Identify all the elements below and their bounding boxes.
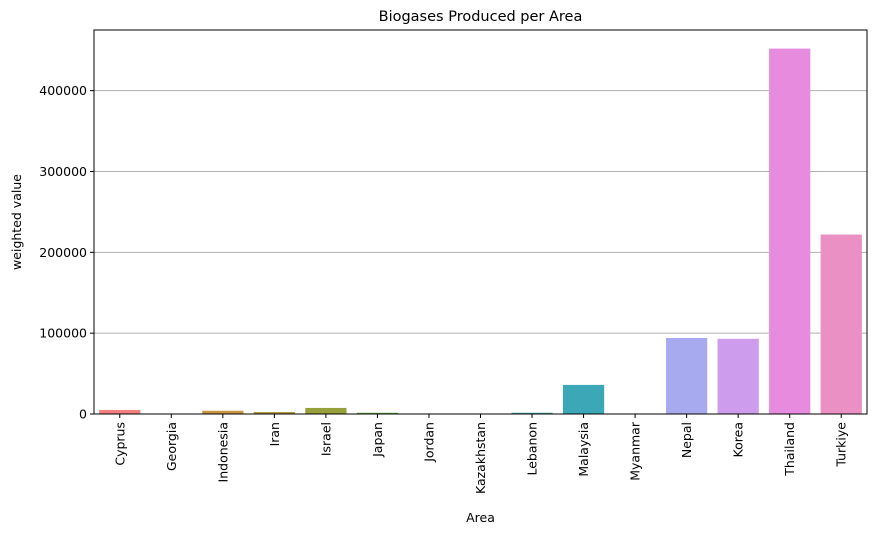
x-tick-label: Georgia <box>164 422 179 471</box>
chart-title: Biogases Produced per Area <box>379 9 583 25</box>
bar-korea <box>718 339 759 414</box>
bar-cyprus <box>99 410 140 414</box>
bar-thailand <box>769 49 810 414</box>
x-tick-label: Turkiye <box>834 422 849 468</box>
x-tick-label: Kazakhstan <box>473 422 488 494</box>
y-tick-label: 300000 <box>39 164 87 179</box>
bars <box>99 49 862 414</box>
bar-israel <box>305 408 346 414</box>
x-tick-label: Nepal <box>679 422 694 458</box>
x-tick-label: Malaysia <box>576 422 591 477</box>
x-tick-label: Cyprus <box>112 422 127 466</box>
y-tick-label: 400000 <box>39 83 87 98</box>
x-tick-label: Thailand <box>782 422 797 477</box>
x-tick-label: Israel <box>318 422 333 456</box>
x-tick-label: Lebanon <box>525 422 540 476</box>
x-axis-label: Area <box>466 510 495 525</box>
bar-malaysia <box>563 385 604 414</box>
y-tick-label: 0 <box>79 407 87 422</box>
x-tick-label: Jordan <box>421 422 436 463</box>
y-tick-label: 100000 <box>39 326 87 341</box>
x-tick-label: Myanmar <box>628 421 643 481</box>
y-tick-label: 200000 <box>39 245 87 260</box>
x-tick-label: Japan <box>370 422 385 458</box>
x-ticks: Cyprus Georgia Indonesia Iran Israel Japan Jor… <box>112 414 848 494</box>
y-axis-label: weighted value <box>9 174 24 270</box>
y-ticks: 0 100000 200000 300000 400000 <box>39 83 94 421</box>
bar-turkiye <box>821 235 862 414</box>
x-tick-label: Korea <box>731 422 746 457</box>
x-tick-label: Indonesia <box>215 422 230 482</box>
bar-nepal <box>666 338 707 414</box>
x-tick-label: Iran <box>267 422 282 446</box>
